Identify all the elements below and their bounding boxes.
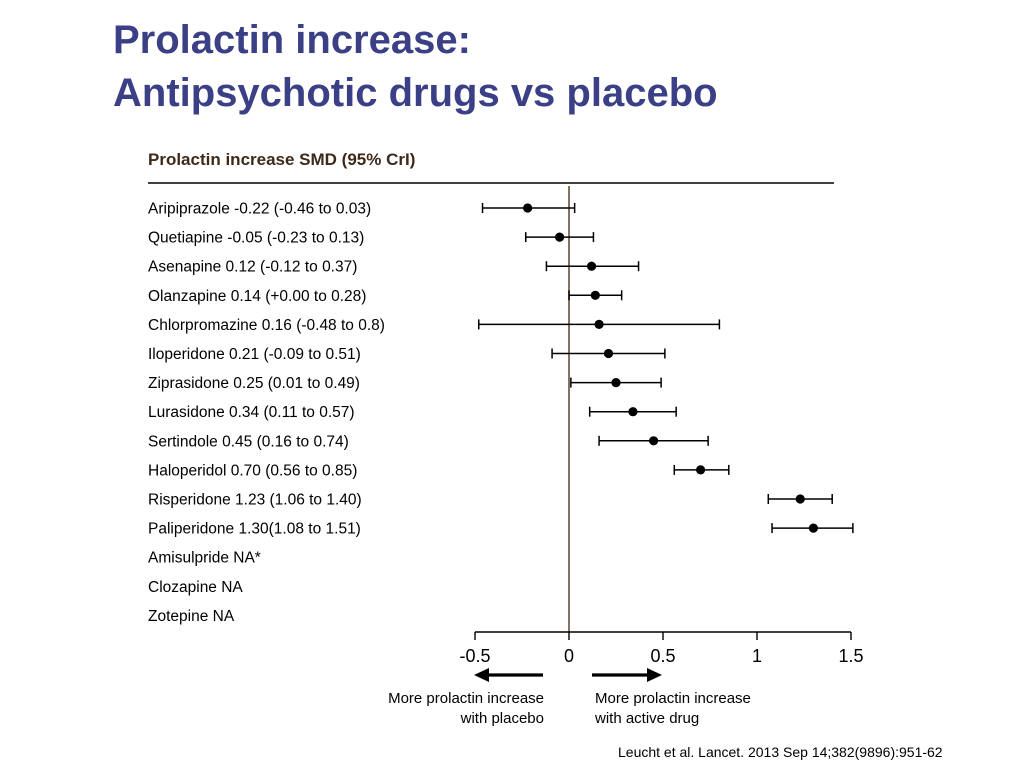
row-label: Lurasidone 0.34 (0.11 to 0.57) — [148, 404, 355, 421]
point-estimate — [611, 378, 621, 388]
row-label: Zotepine NA — [148, 608, 235, 625]
direction-label-left: with placebo — [460, 710, 544, 727]
point-estimate — [649, 436, 659, 446]
arrow-right-head — [647, 668, 662, 682]
point-estimate — [696, 465, 706, 475]
point-estimate — [795, 494, 805, 504]
point-estimate — [555, 232, 565, 242]
direction-label-left: More prolactin increase — [388, 690, 544, 707]
point-estimate — [523, 203, 533, 213]
slide-title-line-1: Prolactin increase: — [113, 18, 471, 62]
citation: Leucht et al. Lancet. 2013 Sep 14;382(98… — [618, 744, 943, 760]
point-estimate — [586, 261, 597, 271]
row-label: Olanzapine 0.14 (+0.00 to 0.28) — [148, 288, 366, 305]
row-label: Ziprasidone 0.25 (0.01 to 0.49) — [148, 375, 360, 392]
x-tick-label: 0.5 — [650, 646, 675, 666]
point-estimate — [808, 523, 819, 533]
point-estimate — [594, 319, 604, 329]
point-estimate — [590, 290, 600, 300]
row-label: Sertindole 0.45 (0.16 to 0.74) — [148, 433, 349, 450]
x-tick-label: 0 — [564, 646, 574, 666]
point-estimate — [628, 407, 638, 417]
row-label: Haloperidol 0.70 (0.56 to 0.85) — [148, 462, 357, 479]
arrow-left-head — [474, 668, 489, 682]
direction-label-right: with active drug — [594, 710, 699, 727]
row-label: Risperidone 1.23 (1.06 to 1.40) — [148, 492, 362, 509]
row-label: Chlorpromazine 0.16 (-0.48 to 0.8) — [148, 317, 385, 334]
direction-label-right: More prolactin increase — [595, 690, 751, 707]
row-label: Aripiprazole -0.22 (-0.46 to 0.03) — [148, 201, 371, 218]
row-label: Quetiapine -0.05 (-0.23 to 0.13) — [148, 230, 364, 247]
x-tick-label: 1 — [752, 646, 762, 666]
row-label: Asenapine 0.12 (-0.12 to 0.37) — [148, 259, 357, 276]
row-label: Paliperidone 1.30(1.08 to 1.51) — [148, 521, 361, 538]
point-estimate — [603, 348, 614, 359]
chart-header: Prolactin increase SMD (95% CrI) — [148, 150, 416, 169]
row-label: Amisulpride NA* — [148, 550, 261, 567]
slide-title-line-2: Antipsychotic drugs vs placebo — [113, 71, 718, 115]
row-label: Clozapine NA — [148, 579, 243, 596]
row-label: Iloperidone 0.21 (-0.09 to 0.51) — [148, 346, 361, 363]
x-tick-label: -0.5 — [459, 646, 490, 666]
x-tick-label: 1.5 — [838, 646, 863, 666]
